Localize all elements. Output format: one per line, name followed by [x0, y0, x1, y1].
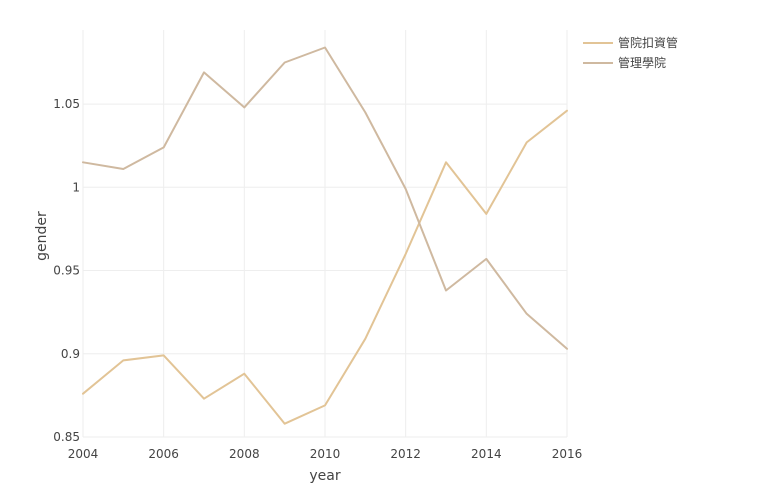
y-tick-label: 0.9 [61, 347, 80, 361]
y-axis-ticks: 0.85 0.9 0.95 1 1.05 [53, 97, 80, 444]
legend-item-1[interactable]: 管院扣資管 [583, 35, 678, 50]
legend-label: 管理學院 [618, 55, 666, 70]
x-tick-label: 2006 [148, 447, 179, 461]
y-tick-label: 1.05 [53, 97, 80, 111]
series-line-2 [82, 46, 568, 350]
grid-lines [82, 30, 568, 438]
y-tick-label: 0.95 [53, 264, 80, 278]
y-tick-label: 0.85 [53, 430, 80, 444]
x-tick-label: 2014 [471, 447, 502, 461]
x-tick-label: 2016 [552, 447, 583, 461]
y-axis-title: gender [34, 211, 50, 261]
series-line-1 [82, 109, 568, 425]
y-tick-label: 1 [72, 180, 80, 194]
legend-item-2[interactable]: 管理學院 [583, 55, 666, 70]
x-tick-label: 2012 [390, 447, 421, 461]
legend-label: 管院扣資管 [618, 35, 678, 50]
x-tick-label: 2010 [310, 447, 341, 461]
series-lines [82, 46, 568, 425]
x-axis-ticks: 2004 2006 2008 2010 2012 2014 2016 [68, 447, 583, 461]
x-tick-label: 2008 [229, 447, 260, 461]
x-tick-label: 2004 [68, 447, 99, 461]
x-axis-title: year [309, 468, 340, 484]
